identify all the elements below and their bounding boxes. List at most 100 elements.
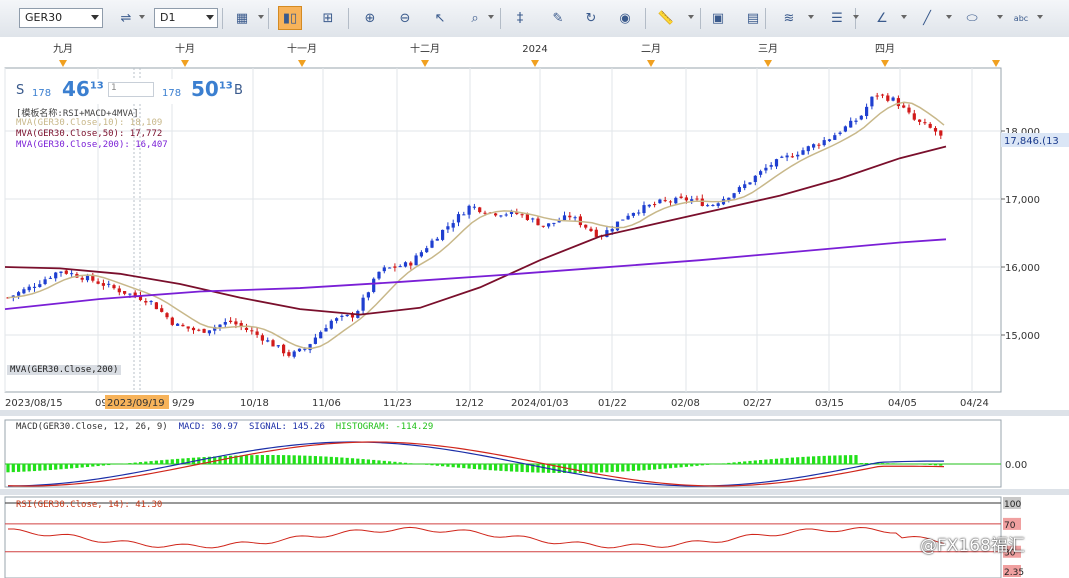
chevron-down-icon[interactable] bbox=[997, 15, 1003, 19]
zoom-out-icon[interactable]: ⊖ bbox=[399, 10, 411, 26]
properties-icon[interactable]: ✎ bbox=[552, 10, 564, 26]
macd-histogram-bar bbox=[80, 464, 84, 468]
candle-body bbox=[435, 238, 439, 241]
chevron-down-icon[interactable] bbox=[139, 15, 145, 19]
macd-histogram-bar bbox=[504, 464, 508, 472]
date-label: 2023/08/15 bbox=[5, 398, 63, 409]
month-label: 三月 bbox=[758, 43, 778, 55]
candle-body bbox=[838, 132, 842, 134]
date-label: 02/08 bbox=[671, 398, 700, 409]
mva10-label: MVA(GER30.Close,10): 18,109 bbox=[16, 118, 163, 128]
timeframe-select[interactable]: D1 bbox=[154, 8, 218, 28]
lines-icon[interactable]: ≋ bbox=[783, 10, 795, 26]
candle-body bbox=[918, 119, 922, 122]
candle-body bbox=[64, 270, 68, 274]
macd-histogram-bar bbox=[626, 464, 630, 472]
month-marker-icon bbox=[531, 60, 539, 67]
macd-histogram-bar bbox=[780, 458, 784, 464]
crosshair-icon[interactable]: ⌕ bbox=[471, 10, 479, 26]
rsi-label: RSI(GER30.Close, 14): 41.30 bbox=[16, 500, 163, 510]
ruler-icon[interactable]: 📏 bbox=[657, 10, 675, 26]
current-price-badge bbox=[1001, 133, 1069, 147]
candle-body bbox=[393, 266, 397, 268]
chevron-down-icon[interactable] bbox=[853, 15, 859, 19]
macd-histogram-bar bbox=[706, 464, 710, 465]
macd-histogram-bar bbox=[594, 464, 598, 473]
amount-value: 1 bbox=[111, 83, 117, 93]
chart-area[interactable]: 九月 十月 十一月 十二月 2024 二月 三月 四月18,00017,00016,00015… bbox=[0, 37, 1069, 578]
buy-price[interactable]: 5013 bbox=[191, 77, 233, 101]
chevron-down-icon[interactable] bbox=[808, 15, 814, 19]
macd-histogram-bar bbox=[817, 456, 821, 464]
indicator-select-icon[interactable]: ⇌ bbox=[120, 10, 132, 26]
refresh-icon[interactable]: ↻ bbox=[585, 10, 597, 26]
cursor-icon[interactable]: ↖ bbox=[434, 10, 446, 26]
macd-histogram-bar bbox=[75, 464, 79, 468]
macd-histogram-bar bbox=[144, 461, 148, 464]
macd-histogram-bar bbox=[372, 459, 376, 464]
candle-body bbox=[774, 159, 779, 167]
sell-big: 46 bbox=[62, 77, 90, 101]
candle-body bbox=[388, 267, 392, 269]
rsi-level-badge bbox=[1003, 545, 1021, 558]
candle-body bbox=[748, 182, 752, 185]
candle-body bbox=[303, 348, 307, 350]
chevron-down-icon[interactable] bbox=[1037, 15, 1043, 19]
chart-type-icon[interactable]: ▦ bbox=[235, 10, 249, 26]
chevron-down-icon[interactable] bbox=[901, 15, 907, 19]
globe-icon[interactable]: ◉ bbox=[619, 10, 631, 26]
amount-input[interactable]: 1 bbox=[108, 82, 154, 97]
candle-body bbox=[478, 207, 482, 213]
month-label: 十一月 bbox=[287, 42, 317, 55]
chevron-down-icon[interactable] bbox=[488, 15, 494, 19]
hlines-icon[interactable]: ☰ bbox=[831, 10, 843, 26]
date-label: 12/12 bbox=[455, 398, 484, 409]
chevron-down-icon[interactable] bbox=[258, 15, 264, 19]
candle-body bbox=[377, 271, 381, 279]
price-label: 15,000 bbox=[1005, 331, 1040, 342]
candle-body bbox=[891, 97, 895, 101]
mva10-line bbox=[7, 101, 945, 350]
candle-body bbox=[515, 211, 519, 215]
macd-histogram-bar bbox=[456, 464, 461, 468]
candle-body bbox=[123, 291, 127, 294]
candle-body bbox=[372, 278, 376, 292]
candle-body bbox=[170, 317, 174, 325]
symbol-value: GER30 bbox=[25, 11, 63, 24]
chevron-down-icon[interactable] bbox=[688, 15, 694, 19]
bar-chart-icon[interactable]: ⊞ bbox=[322, 10, 334, 26]
candle-body bbox=[186, 326, 190, 329]
candle-body bbox=[531, 218, 535, 220]
angle-icon[interactable]: ∠ bbox=[876, 10, 888, 26]
candle-body bbox=[706, 205, 710, 207]
window-icon[interactable]: ▤ bbox=[746, 10, 760, 26]
macd-histogram-bar bbox=[213, 456, 217, 464]
candle-body bbox=[647, 204, 651, 207]
macd-histogram-bar bbox=[276, 455, 280, 464]
candle-body bbox=[796, 154, 800, 157]
candles-icon[interactable]: ▮▯ bbox=[278, 6, 302, 30]
text-icon[interactable]: abc bbox=[1013, 13, 1029, 23]
ellipse-icon[interactable]: ⬭ bbox=[966, 10, 978, 26]
candle-body bbox=[684, 197, 688, 201]
macd-histogram-bar bbox=[600, 464, 604, 473]
date-label: 2024/01/03 bbox=[511, 398, 569, 409]
zoom-in-icon[interactable]: ⊕ bbox=[364, 10, 376, 26]
image-icon[interactable]: ▣ bbox=[711, 10, 725, 26]
symbol-select[interactable]: GER30 bbox=[19, 8, 103, 28]
quote-box: S 178 4613 1 178 5013 B bbox=[10, 77, 248, 104]
candle-body bbox=[605, 230, 609, 238]
candle-body bbox=[578, 216, 582, 226]
fibo-icon[interactable]: ‡ bbox=[516, 10, 524, 26]
macd-histogram-bar bbox=[38, 464, 42, 471]
macd-histogram-bar bbox=[578, 464, 582, 473]
candle-body bbox=[361, 297, 365, 311]
pen-icon[interactable]: ╱ bbox=[923, 10, 931, 26]
macd-histogram-bar bbox=[239, 455, 243, 464]
macd-histogram-bar bbox=[451, 464, 455, 468]
macd-histogram-bar bbox=[790, 457, 794, 464]
sell-price[interactable]: 4613 bbox=[62, 77, 104, 101]
chevron-down-icon[interactable] bbox=[946, 15, 952, 19]
macd-histogram-bar bbox=[350, 458, 355, 464]
candle-body bbox=[319, 332, 323, 339]
